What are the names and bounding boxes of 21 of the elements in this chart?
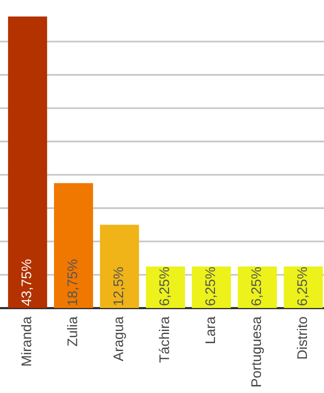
x-tick-label: Distrito [296, 317, 308, 359]
bar [238, 266, 277, 308]
data-label: 43,75% [21, 260, 33, 306]
data-label: 18,75% [67, 260, 79, 306]
x-tick-label: Táchira [158, 316, 170, 362]
bar [54, 183, 94, 308]
bar [8, 16, 48, 308]
data-label: 6,25% [205, 267, 217, 306]
x-tick-label: Miranda [21, 316, 32, 366]
x-tick-label: Aragua [114, 316, 126, 362]
x-tick-label: Zulia [67, 316, 78, 346]
bar [284, 266, 323, 308]
data-label: 6,25% [297, 267, 309, 306]
data-label: 12,5% [113, 267, 125, 306]
x-tick-label: Portuguesa [251, 316, 264, 386]
data-label: 6,25% [159, 267, 171, 306]
bar [146, 266, 185, 308]
x-tick-label: Lara [205, 316, 216, 344]
bar [100, 224, 140, 308]
data-label: 6,25% [251, 267, 263, 306]
bar [192, 266, 231, 308]
